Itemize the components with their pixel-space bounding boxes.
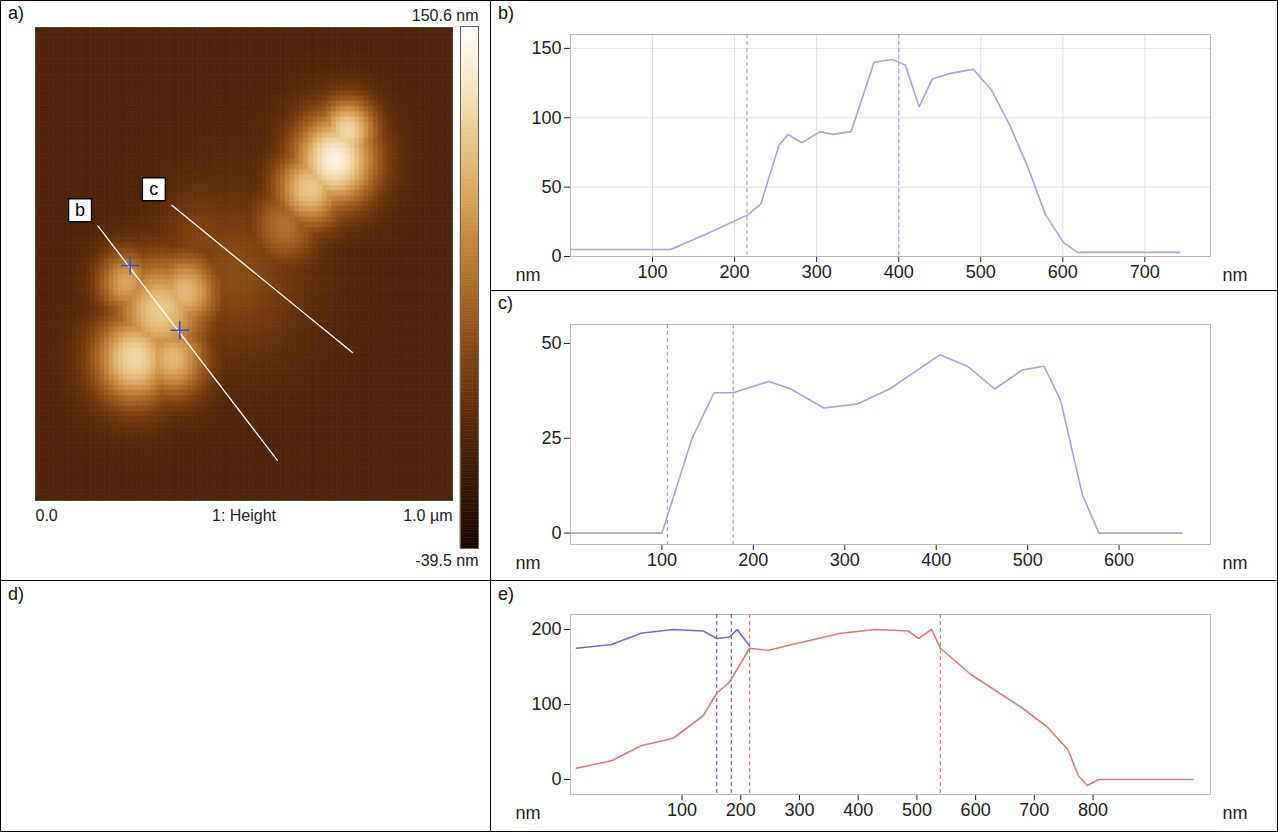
svg-text:700: 700 (1019, 800, 1049, 820)
svg-text:50: 50 (541, 333, 561, 353)
svg-text:nm: nm (515, 803, 540, 823)
html-text:a): a) (8, 3, 24, 23)
svg-text:nm: nm (515, 553, 540, 573)
svg-text:b: b (75, 200, 85, 220)
svg-text:100: 100 (531, 108, 561, 128)
html-text:c): c) (498, 293, 513, 313)
html-text:d): d) (8, 584, 24, 604)
svg-text:200: 200 (738, 550, 768, 570)
svg-text:500: 500 (902, 800, 932, 820)
svg-text:100: 100 (638, 262, 668, 282)
svg-text:100: 100 (667, 800, 697, 820)
svg-text:300: 300 (802, 262, 832, 282)
svg-text:150: 150 (531, 38, 561, 58)
svg-text:1: Height: 1: Height (212, 507, 277, 524)
svg-text:50: 50 (541, 177, 561, 197)
svg-text:700: 700 (1130, 262, 1160, 282)
svg-text:100: 100 (531, 694, 561, 714)
svg-text:500: 500 (966, 262, 996, 282)
svg-text:400: 400 (884, 262, 914, 282)
svg-text:0: 0 (551, 523, 561, 543)
svg-text:300: 300 (784, 800, 814, 820)
svg-text:150.6 nm: 150.6 nm (412, 7, 479, 24)
svg-text:25: 25 (541, 428, 561, 448)
svg-text:200: 200 (726, 800, 756, 820)
svg-text:nm: nm (515, 265, 540, 285)
svg-text:200: 200 (720, 262, 750, 282)
svg-text:600: 600 (1104, 550, 1134, 570)
svg-text:400: 400 (843, 800, 873, 820)
svg-text:0: 0 (551, 246, 561, 266)
html-text:b): b) (498, 3, 514, 23)
svg-text:-39.5 nm: -39.5 nm (415, 552, 478, 569)
svg-text:0: 0 (551, 769, 561, 789)
svg-text:nm: nm (1223, 265, 1248, 285)
svg-text:1.0 µm: 1.0 µm (403, 507, 452, 524)
svg-text:600: 600 (961, 800, 991, 820)
svg-text:100: 100 (647, 550, 677, 570)
svg-text:nm: nm (1223, 553, 1248, 573)
html-text:e): e) (498, 584, 514, 604)
svg-text:400: 400 (921, 550, 951, 570)
svg-text:200: 200 (531, 619, 561, 639)
svg-text:c: c (149, 179, 158, 199)
svg-text:nm: nm (1223, 803, 1248, 823)
svg-text:600: 600 (1048, 262, 1078, 282)
svg-text:800: 800 (1078, 800, 1108, 820)
svg-text:500: 500 (1013, 550, 1043, 570)
svg-text:300: 300 (830, 550, 860, 570)
svg-text:0.0: 0.0 (36, 507, 58, 524)
